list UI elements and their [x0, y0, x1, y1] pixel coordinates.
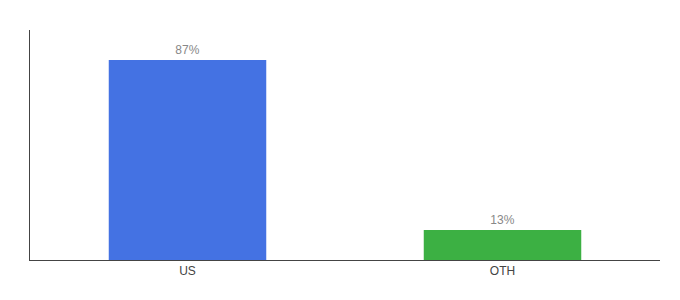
svg-text:13%: 13% — [490, 213, 514, 227]
svg-text:OTH: OTH — [490, 264, 515, 278]
svg-text:87%: 87% — [175, 43, 199, 57]
svg-text:US: US — [179, 264, 196, 278]
